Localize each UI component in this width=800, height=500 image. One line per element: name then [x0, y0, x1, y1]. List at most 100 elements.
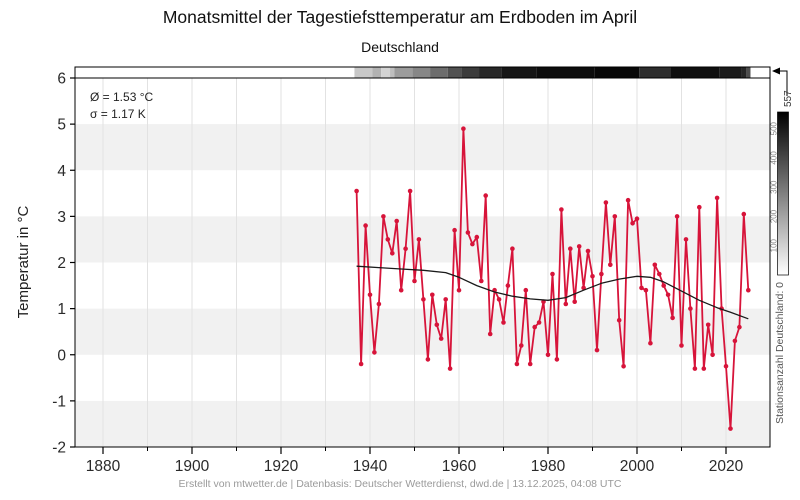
data-point	[639, 285, 644, 291]
y-tick-label: 5	[57, 117, 66, 134]
data-point	[585, 248, 591, 254]
data-point	[714, 195, 720, 201]
background-stripes	[75, 124, 770, 447]
data-point	[608, 262, 613, 268]
data-point	[372, 350, 377, 355]
station-strip-segment	[536, 67, 595, 78]
x-tick-label: 1960	[442, 458, 477, 475]
station-strip-segment	[447, 67, 462, 78]
station-strip-segment	[394, 67, 413, 78]
x-tick-label: 1900	[175, 458, 210, 475]
x-tick-label: 1920	[264, 458, 299, 475]
station-strip-segment	[354, 67, 373, 78]
data-point	[519, 343, 524, 348]
trend-line	[356, 265, 749, 320]
data-point	[514, 361, 520, 367]
data-point	[674, 214, 680, 219]
y-tick-label: -2	[52, 440, 66, 457]
data-point	[697, 204, 702, 210]
trend-polyline	[356, 265, 749, 320]
station-colorbar-tick-label: 300	[770, 180, 779, 194]
data-point	[434, 322, 440, 328]
data-point	[616, 317, 622, 323]
stripe-band	[75, 308, 770, 355]
data-point	[705, 322, 711, 328]
data-point	[496, 297, 502, 302]
station-strip-segment	[501, 67, 537, 78]
station-strip-segment	[594, 67, 640, 78]
data-point	[470, 241, 475, 247]
station-colorbar-max-label: 557	[783, 90, 794, 107]
station-strip-segment	[719, 67, 742, 78]
station-colorbar-tick-label: 500	[770, 121, 779, 135]
data-point	[367, 292, 373, 298]
data-point	[572, 299, 577, 305]
y-tick-label: 3	[57, 209, 66, 226]
y-tick-label: 2	[57, 255, 66, 272]
mean-annotation: Ø = 1.53 °C	[90, 90, 153, 104]
stripe-band	[75, 124, 770, 171]
data-point	[723, 364, 729, 369]
data-point	[545, 352, 551, 358]
data-point	[550, 271, 555, 277]
decade-gridlines	[102, 78, 727, 447]
data-point	[621, 364, 626, 369]
data-point	[501, 320, 506, 325]
data-point	[657, 271, 662, 277]
data-point	[443, 297, 449, 302]
data-point	[746, 287, 751, 293]
station-colorbar-gradient	[777, 111, 789, 276]
data-point	[648, 340, 653, 346]
data-point	[474, 234, 480, 240]
data-point	[487, 331, 493, 337]
data-point	[425, 357, 431, 362]
y-tick-label: 6	[57, 71, 66, 88]
data-point	[665, 292, 671, 298]
station-strip-segment	[372, 67, 382, 78]
data-point	[456, 287, 462, 293]
data-point	[376, 301, 382, 307]
data-point	[412, 278, 417, 284]
data-point	[701, 366, 707, 371]
data-point	[688, 306, 693, 311]
data-point	[523, 287, 529, 293]
y-tick-label: 0	[57, 347, 66, 364]
y-tick-label: 4	[57, 163, 66, 180]
data-point	[568, 246, 573, 251]
data-point	[612, 214, 618, 219]
data-point	[625, 197, 631, 203]
data-point	[599, 271, 604, 277]
chart-title: Monatsmittel der Tagestiefsttemperatur a…	[162, 7, 638, 27]
data-point	[483, 193, 489, 198]
station-count-strip	[74, 66, 771, 79]
station-strip-segment	[479, 67, 502, 78]
data-point	[661, 283, 666, 288]
data-point	[358, 361, 364, 367]
colorbar-max-arrowhead	[772, 67, 780, 75]
data-point	[465, 230, 471, 235]
x-tick-label: 1980	[531, 458, 566, 475]
data-point	[510, 246, 515, 251]
x-axis: 1880 1900 1920 1940 1960 1980 2000 2020	[86, 447, 744, 475]
data-point	[643, 287, 649, 293]
data-point	[603, 200, 609, 205]
data-point	[679, 343, 684, 348]
data-point	[728, 426, 733, 431]
data-point	[394, 218, 400, 224]
data-point	[385, 237, 391, 242]
data-point	[354, 188, 359, 194]
y-tick-label: -1	[52, 393, 66, 410]
x-tick-label: 1880	[86, 458, 121, 475]
data-point	[590, 274, 595, 279]
data-point	[634, 216, 640, 221]
chart-subtitle: Deutschland	[361, 39, 439, 55]
data-point	[363, 223, 368, 228]
station-strip-segment	[741, 67, 747, 78]
data-point	[447, 366, 453, 371]
data-point	[421, 297, 426, 302]
data-point	[692, 366, 698, 371]
data-point	[390, 251, 395, 256]
data-point	[461, 126, 466, 131]
data-point	[581, 285, 586, 291]
